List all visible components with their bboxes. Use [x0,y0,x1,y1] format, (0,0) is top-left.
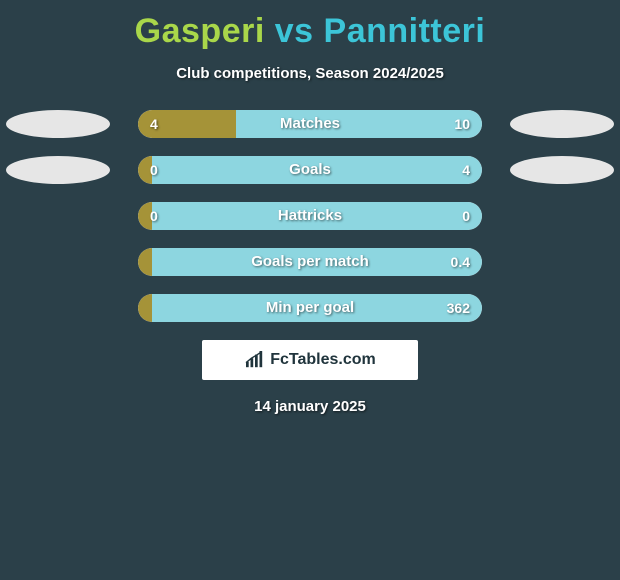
stat-label: Goals per match [138,248,482,276]
stats-container: 410Matches 04Goals 00Hattricks 0.4Goals per… [0,110,620,322]
stat-row: 362Min per goal [0,294,620,322]
date: 14 january 2025 [0,398,620,415]
bar-track: 410Matches [138,110,482,138]
badge-left [6,156,110,184]
subtitle: Club competitions, Season 2024/2025 [0,65,620,82]
stat-label: Matches [138,110,482,138]
bar-track: 04Goals [138,156,482,184]
brand-chart-icon [244,351,266,369]
title-player-a: Gasperi [135,12,265,50]
badge-right [510,156,614,184]
title-player-b: Pannitteri [324,12,486,50]
stat-label: Goals [138,156,482,184]
bar-track: 0.4Goals per match [138,248,482,276]
badge-left [6,110,110,138]
brand-text: FcTables.com [270,351,376,369]
bar-track: 362Min per goal [138,294,482,322]
stat-row: 04Goals [0,156,620,184]
stat-row: 0.4Goals per match [0,248,620,276]
stat-label: Hattricks [138,202,482,230]
bar-track: 00Hattricks [138,202,482,230]
page-title: Gasperi vs Pannitteri [0,0,620,51]
stat-label: Min per goal [138,294,482,322]
title-vs: vs [275,12,314,50]
stat-row: 00Hattricks [0,202,620,230]
brand-box: FcTables.com [202,340,418,380]
stat-row: 410Matches [0,110,620,138]
badge-right [510,110,614,138]
